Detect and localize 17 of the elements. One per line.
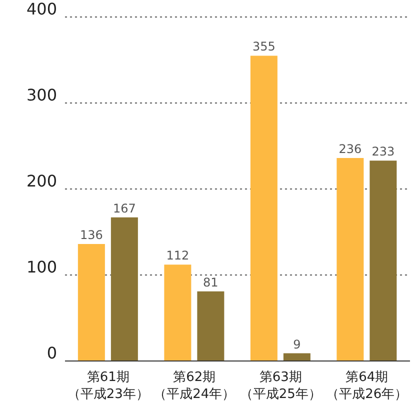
- y-tick-label: 0: [46, 344, 57, 363]
- data-label: 355: [252, 40, 276, 54]
- x-tick-label: 第61期（平成23年）: [67, 370, 149, 401]
- data-label: 112: [166, 248, 190, 263]
- x-tick-label: 第62期（平成24年）: [154, 370, 236, 401]
- x-tick-label: 第63期（平成25年）: [240, 370, 322, 401]
- y-tick-label: 100: [26, 258, 57, 277]
- data-label: 236: [338, 142, 362, 156]
- data-label: 9: [293, 337, 301, 352]
- data-label: 136: [80, 228, 103, 242]
- y-tick-label: 300: [26, 86, 57, 105]
- data-label: 81: [203, 275, 218, 290]
- x-tick-label: 第64期（平成26年）: [326, 370, 408, 401]
- data-label: 167: [112, 201, 136, 216]
- y-tick-label: 400: [26, 0, 57, 19]
- y-tick-label: 200: [26, 172, 57, 191]
- data-label: 233: [372, 144, 395, 159]
